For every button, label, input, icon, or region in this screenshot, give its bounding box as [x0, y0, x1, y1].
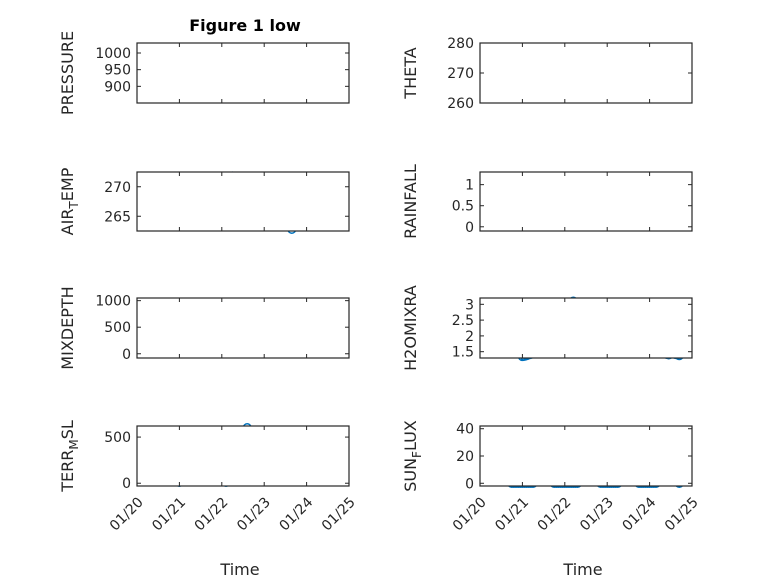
- y-tick-label: 2.5: [452, 313, 474, 329]
- axes-frame: [479, 42, 693, 104]
- y-tick-label: 265: [104, 209, 131, 225]
- y-axis-label: TERRMSL: [58, 420, 81, 493]
- x-tick-label: 01/24: [620, 494, 660, 534]
- x-tick-label: 01/21: [492, 494, 532, 534]
- y-tick-label: 0: [465, 476, 474, 492]
- x-tick-label: 01/23: [234, 494, 274, 534]
- y-tick-label: 3: [465, 297, 474, 313]
- axes-frame: [479, 297, 693, 359]
- subplot-terr-msl: 0 500 01/20 01/21 01/22 01/23 01/24 01/25 Time TE…: [58, 420, 359, 579]
- x-tick-label: 01/22: [535, 494, 575, 534]
- x-tick-label: 01/25: [662, 494, 702, 534]
- x-tick-label: 01/24: [277, 494, 317, 534]
- y-axis-label: AIRTEMP: [58, 167, 81, 235]
- y-tick-label: 0.5: [452, 199, 474, 215]
- y-tick-label: 280: [447, 36, 474, 52]
- axes-frame: [136, 171, 350, 232]
- subplot-air-temp: 265 270 AIRTEMP: [58, 167, 350, 235]
- y-tick-label: 1000: [95, 46, 131, 62]
- y-tick-label: 500: [104, 320, 131, 336]
- x-tick-label: 01/21: [149, 494, 189, 534]
- figure-title: Figure 1 low: [189, 16, 301, 35]
- y-tick-label: 0: [122, 476, 131, 492]
- axes-frame: [136, 42, 350, 104]
- y-tick-label: 270: [447, 66, 474, 82]
- x-tick-label: 01/20: [450, 494, 490, 534]
- y-axis-label: RAINFALL: [401, 164, 420, 239]
- subplot-h2omixra: 1.522.53 H2OMIXRA: [401, 285, 693, 371]
- y-tick-label: 2: [465, 329, 474, 345]
- subplot-rainfall: 0 0.5 1 RAINFALL: [401, 164, 693, 239]
- y-tick-label: 1.5: [452, 345, 474, 361]
- y-tick-label: 900: [104, 79, 131, 95]
- x-tick-label: 01/22: [192, 494, 232, 534]
- y-axis-label: SUNFLUX: [401, 420, 424, 492]
- y-tick-label: 1000: [95, 294, 131, 310]
- x-axis-label: Time: [562, 560, 602, 579]
- y-tick-label: 0: [122, 347, 131, 363]
- x-tick-label: 01/23: [577, 494, 617, 534]
- y-axis-label: THETA: [401, 47, 420, 99]
- y-axis-label: MIXDEPTH: [58, 286, 77, 369]
- subplot-sun-flux: 0 20 40 01/20 01/21 01/22 01/23 01/24 01/25 Time S…: [401, 420, 702, 579]
- y-tick-label: 20: [456, 449, 474, 465]
- y-tick-label: 0: [465, 220, 474, 236]
- y-tick-label: 260: [447, 96, 474, 112]
- axes-frame: [479, 425, 693, 487]
- y-axis-label: PRESSURE: [58, 31, 77, 115]
- x-tick-label: 01/20: [107, 494, 147, 534]
- x-tick-label: 01/25: [319, 494, 359, 534]
- y-tick-label: 270: [104, 180, 131, 196]
- y-tick-label: 1: [465, 178, 474, 194]
- y-axis-label: H2OMIXRA: [401, 285, 420, 371]
- axes-frame: [479, 171, 693, 232]
- subplot-theta: 260 270 280 THETA: [401, 36, 693, 112]
- axes-frame: [136, 297, 350, 359]
- y-tick-label: 950: [104, 63, 131, 79]
- axes-frame: [136, 425, 350, 487]
- subplot-mixdepth: 0 500 1000 MIXDEPTH: [58, 286, 350, 370]
- y-tick-label: 500: [104, 430, 131, 446]
- x-axis-label: Time: [219, 560, 259, 579]
- y-tick-label: 40: [456, 422, 474, 438]
